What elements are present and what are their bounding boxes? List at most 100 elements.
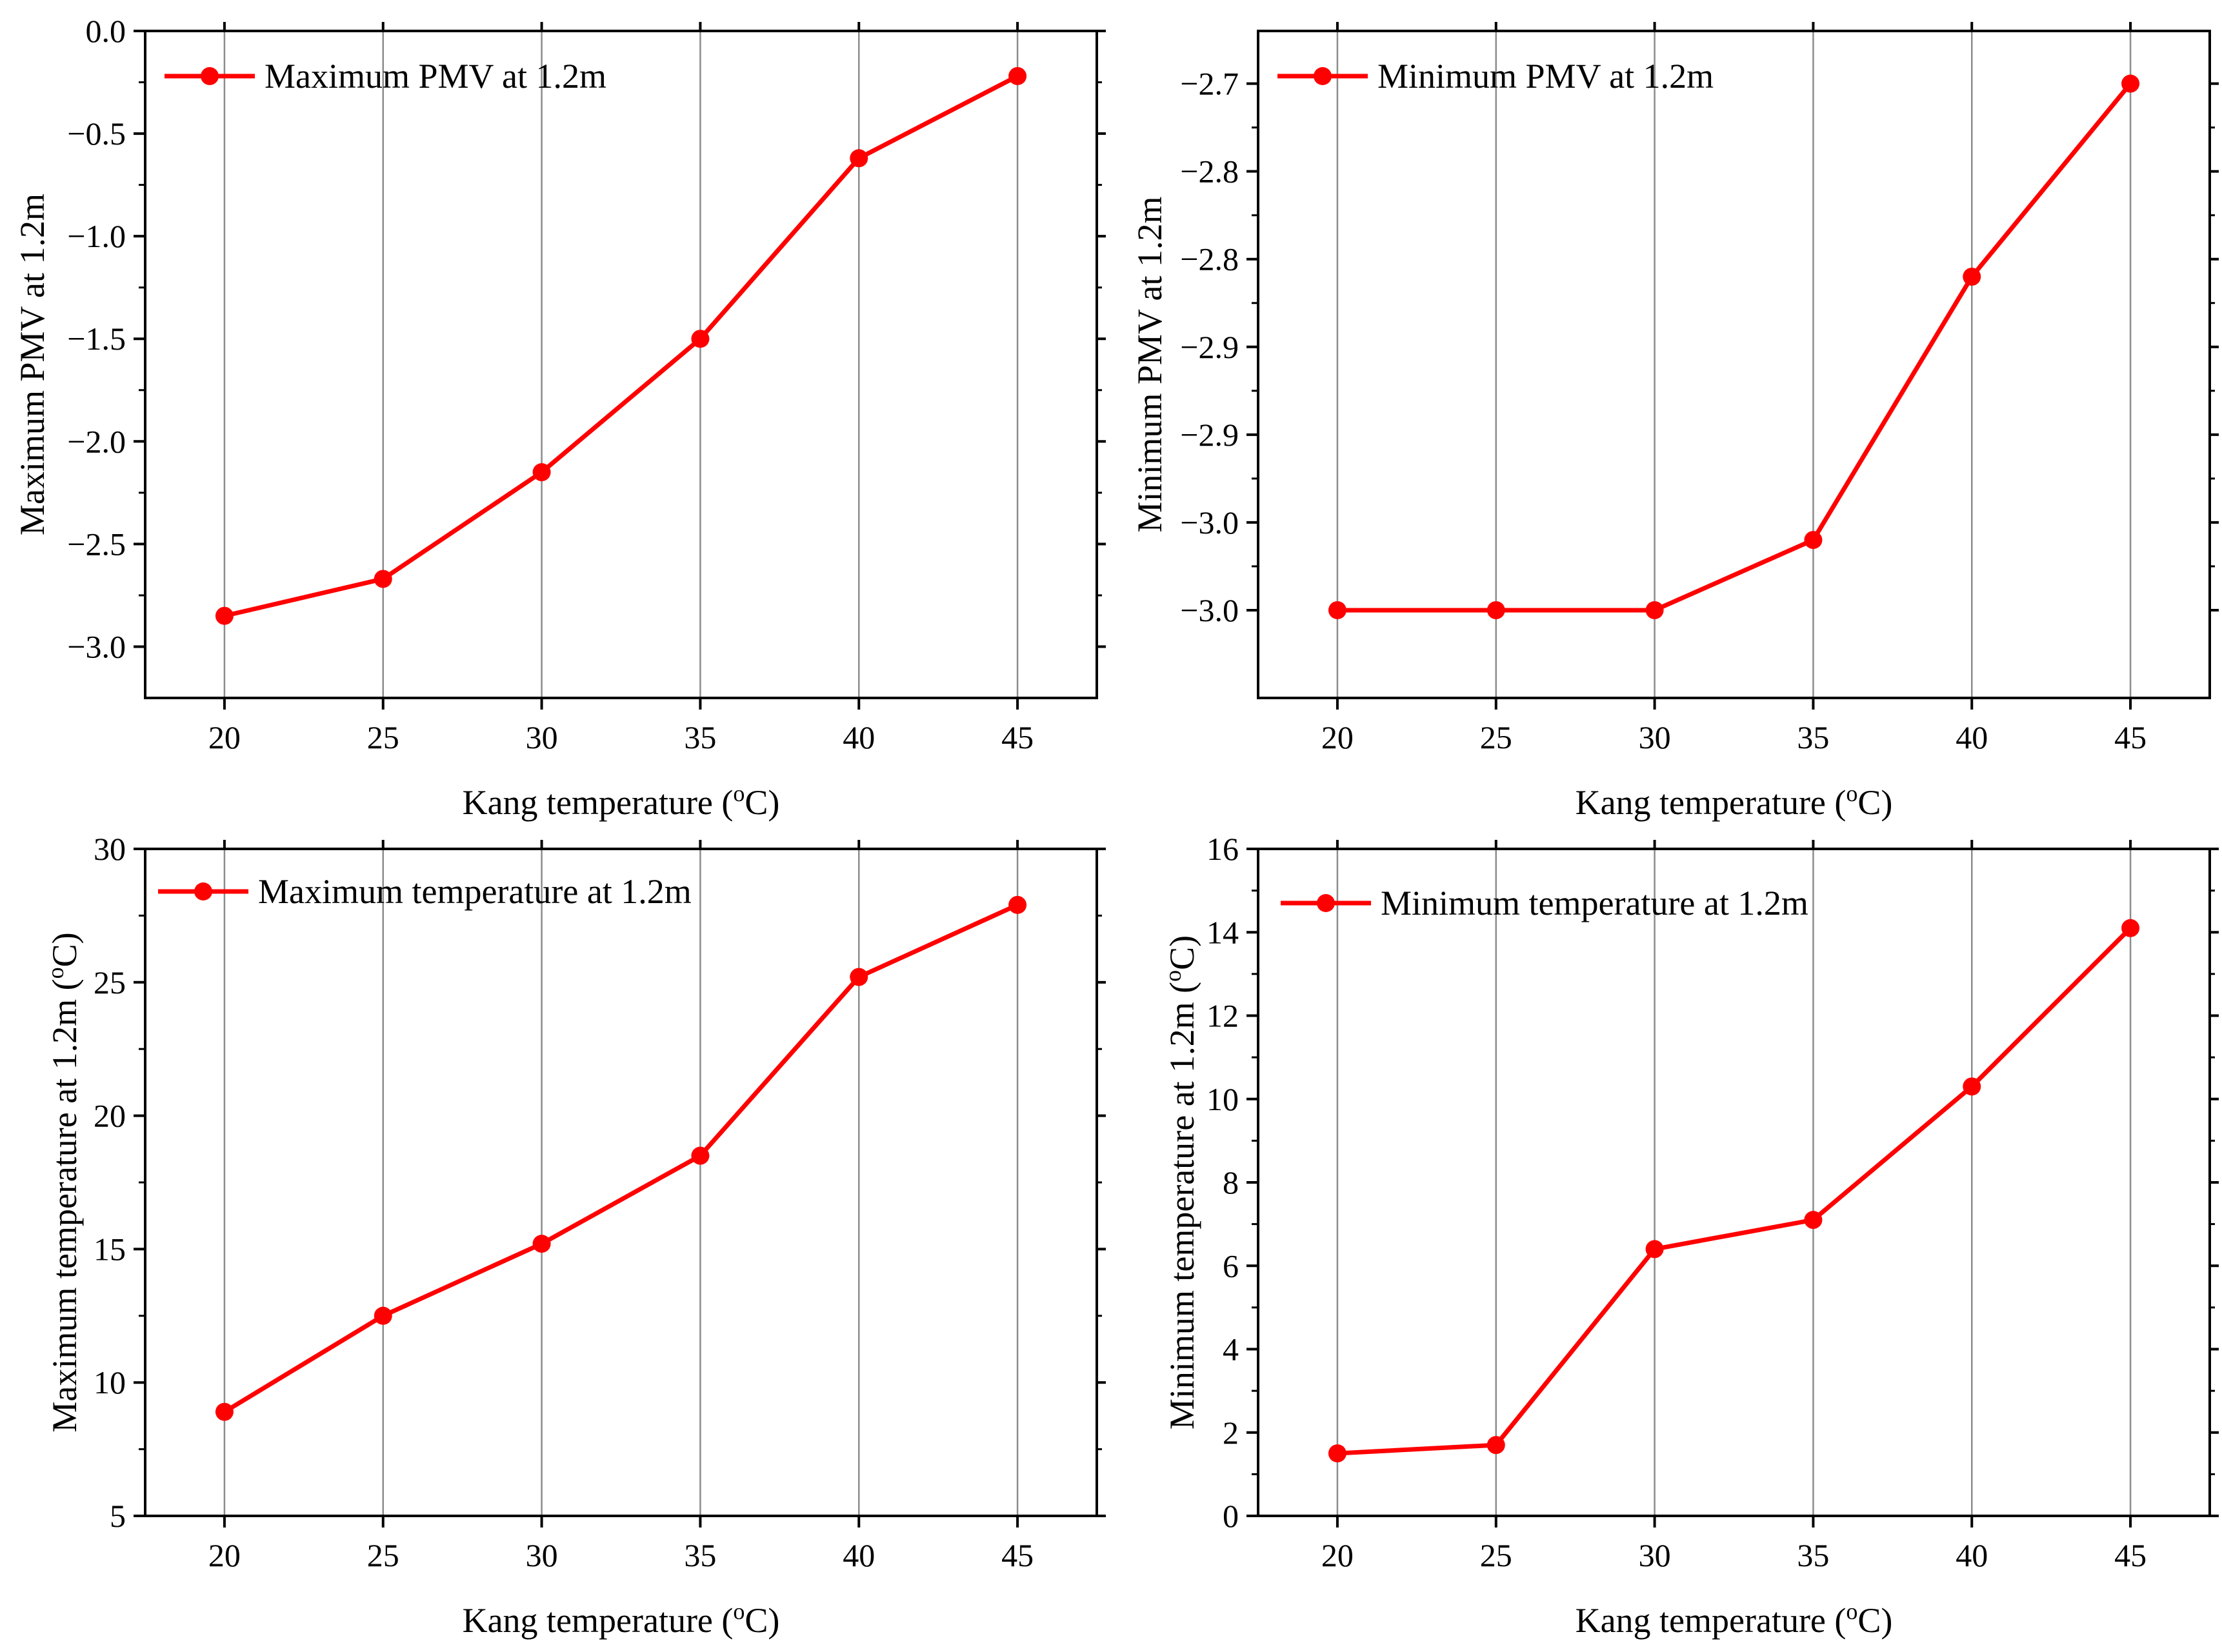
y-axis-title: Maximum temperature at 1.2m (oC) — [43, 932, 84, 1432]
y-tick-label: 0.0 — [86, 13, 126, 49]
legend: Maximum temperature at 1.2m — [158, 872, 692, 911]
x-tick-label: 35 — [684, 719, 716, 755]
x-axis-title: Kang temperature (oC) — [463, 1598, 780, 1640]
data-point — [1963, 1077, 1981, 1096]
x-tick-label: 25 — [1480, 719, 1512, 755]
x-tick-label: 30 — [1639, 1537, 1671, 1573]
y-tick-label: 14 — [1206, 914, 1239, 950]
legend-marker — [1317, 894, 1335, 912]
y-tick-label: 12 — [1206, 998, 1239, 1034]
x-axis: 20 25 30 35 40 45 — [208, 22, 1034, 755]
y-tick-label: −2.7 — [1180, 66, 1239, 102]
series-1 — [1328, 74, 2140, 619]
x-tick-label: 35 — [684, 1537, 716, 1573]
y-tick-label: 4 — [1223, 1331, 1239, 1368]
data-point — [1328, 601, 1346, 619]
grid-lines — [1336, 849, 2132, 1516]
chart-panel-3: 20 25 30 35 40 45 5 10 15 20 25 30 Kang temperature … — [43, 831, 1106, 1640]
series-line — [224, 74, 1019, 619]
data-point — [691, 330, 710, 348]
x-tick-label: 40 — [1956, 1537, 1988, 1573]
y-axis-title: Minimum temperature at 1.2m (oC) — [1160, 935, 1201, 1429]
x-tick-label: 20 — [1321, 1537, 1354, 1573]
legend-marker — [201, 67, 219, 85]
x-axis: 20 25 30 35 40 45 — [208, 840, 1034, 1573]
x-tick-label: 30 — [1639, 719, 1671, 755]
y-tick-label: 16 — [1206, 831, 1239, 867]
data-point — [1008, 66, 1027, 85]
x-tick-label: 40 — [1956, 719, 1988, 755]
y-tick-label: −3.0 — [67, 628, 126, 664]
data-point — [215, 606, 234, 625]
x-tick-label: 45 — [1001, 1537, 1034, 1573]
x-tick-label: 20 — [1321, 719, 1354, 755]
series-1 — [215, 66, 1027, 625]
data-point — [1645, 1240, 1664, 1259]
x-tick-label: 40 — [843, 719, 875, 755]
y-axis-title: Minimum PMV at 1.2m — [1130, 196, 1169, 532]
y-tick-label: 25 — [94, 964, 126, 1000]
data-point — [1645, 601, 1664, 619]
x-tick-label: 20 — [208, 719, 241, 755]
y-tick-label: −1.0 — [67, 218, 126, 254]
data-point — [1486, 601, 1505, 619]
x-tick-label: 25 — [367, 719, 399, 755]
data-point — [1008, 895, 1027, 914]
x-axis-title: Kang temperature (oC) — [1576, 781, 1893, 822]
series-1 — [1328, 919, 2140, 1463]
y-axis-title: Maximum PMV at 1.2m — [13, 194, 52, 535]
y-tick-label: −2.0 — [67, 423, 126, 459]
y-tick-label: −3.0 — [1180, 504, 1239, 541]
x-axis: 20 25 30 35 40 45 — [1321, 840, 2147, 1573]
y-tick-label: 0 — [1223, 1498, 1239, 1534]
x-tick-label: 25 — [367, 1537, 399, 1573]
plot-frame — [1257, 848, 2211, 1517]
x-axis: 20 25 30 35 40 45 — [1321, 22, 2147, 755]
y-tick-label: −2.9 — [1180, 417, 1239, 453]
series-1 — [215, 895, 1027, 1421]
y-axis: 5 10 15 20 25 30 — [94, 831, 1106, 1534]
x-tick-label: 35 — [1797, 1537, 1829, 1573]
legend-marker — [194, 882, 212, 901]
plot-frame — [1257, 30, 2211, 699]
x-tick-label: 35 — [1797, 719, 1829, 755]
plot-frame — [144, 30, 1098, 699]
x-tick-label: 45 — [2114, 1537, 2147, 1573]
y-axis: −3.0 −2.5 −2.0 −1.5 −1.0 −0.5 0.0 — [67, 13, 1106, 664]
grid-lines — [1336, 31, 2132, 698]
data-point — [532, 463, 551, 482]
y-axis: 0 2 4 6 8 10 12 14 16 — [1206, 831, 2219, 1534]
chart-panel-2: 20 25 30 35 40 45 −3.0 −3.0 −2.9 −2.9 −2.8 −2.8 −2.7… — [1130, 22, 2219, 822]
y-tick-label: 6 — [1223, 1248, 1239, 1284]
data-point — [2121, 919, 2140, 937]
data-point — [532, 1235, 551, 1253]
series-line — [223, 902, 1019, 1414]
y-tick-label: 10 — [94, 1364, 126, 1400]
data-point — [1804, 531, 1823, 550]
y-tick-label: 8 — [1223, 1164, 1239, 1200]
plot-frame — [144, 848, 1098, 1517]
y-tick-label: −1.5 — [67, 321, 126, 357]
legend-label: Minimum PMV at 1.2m — [1377, 57, 1714, 95]
x-tick-label: 30 — [526, 1537, 558, 1573]
y-tick-label: −2.8 — [1180, 154, 1239, 190]
data-point — [2121, 74, 2140, 93]
legend: Maximum PMV at 1.2m — [165, 57, 606, 95]
x-tick-label: 45 — [1001, 719, 1034, 755]
x-axis-title: Kang temperature (oC) — [1576, 1598, 1893, 1640]
data-point — [1486, 1436, 1505, 1455]
x-axis-title: Kang temperature (oC) — [463, 781, 780, 822]
x-tick-label: 45 — [2114, 719, 2147, 755]
y-tick-label: 30 — [94, 831, 126, 867]
y-tick-label: 5 — [110, 1498, 126, 1534]
data-point — [374, 1306, 392, 1325]
y-tick-label: −2.8 — [1180, 241, 1239, 277]
y-tick-label: 20 — [94, 1098, 126, 1134]
data-point — [691, 1146, 710, 1165]
series-line — [1337, 926, 2132, 1456]
legend-label: Minimum temperature at 1.2m — [1381, 884, 1808, 922]
y-tick-label: −3.0 — [1180, 592, 1239, 628]
chart-panel-4: 20 25 30 35 40 45 0 2 4 6 8 10 12 14 16 Kang temperatur… — [1160, 831, 2219, 1640]
y-tick-label: −0.5 — [67, 115, 126, 152]
y-tick-label: 15 — [94, 1231, 126, 1267]
